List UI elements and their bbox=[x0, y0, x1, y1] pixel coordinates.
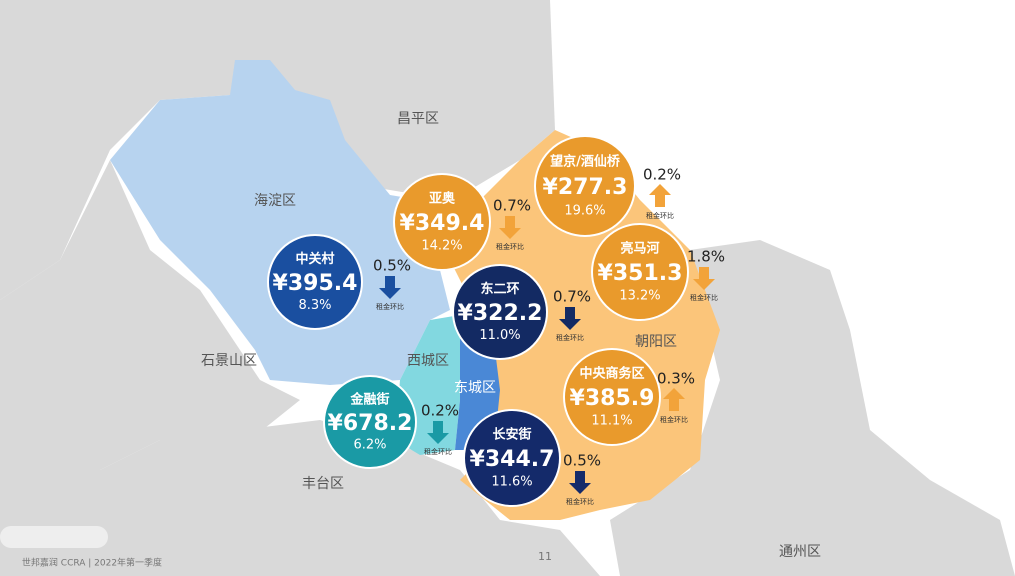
change-value: 0.3% bbox=[657, 370, 695, 388]
market-share: 11.1% bbox=[591, 414, 632, 429]
market-share: 19.6% bbox=[564, 204, 605, 219]
market-bubble bbox=[393, 173, 491, 271]
market-name: 望京/酒仙桥 bbox=[550, 154, 621, 170]
district-label: 丰台区 bbox=[302, 476, 344, 492]
change-value: 0.5% bbox=[563, 452, 601, 470]
market-name: 亮马河 bbox=[620, 240, 659, 256]
change-value: 1.8% bbox=[687, 248, 725, 266]
district-label: 昌平区 bbox=[397, 111, 439, 127]
market-bubble bbox=[323, 375, 417, 469]
market-name: 金融街 bbox=[349, 391, 389, 407]
change-value: 0.5% bbox=[373, 257, 411, 275]
district-label: 朝阳区 bbox=[635, 334, 677, 350]
change-label: 租金环比 bbox=[566, 497, 594, 506]
market-rent: ¥395.4 bbox=[273, 271, 358, 296]
market-share: 14.2% bbox=[421, 239, 462, 254]
market-rent: ¥385.9 bbox=[570, 386, 655, 411]
market-share: 8.3% bbox=[298, 298, 331, 313]
trend-arrow bbox=[649, 184, 671, 207]
district-label: 石景山区 bbox=[201, 353, 257, 369]
market-name: 东二环 bbox=[480, 281, 519, 297]
trend-arrow bbox=[427, 421, 449, 444]
market-bubble bbox=[534, 135, 636, 237]
change-label: 租金环比 bbox=[424, 447, 452, 456]
trend-arrow bbox=[693, 267, 715, 290]
trend-arrow bbox=[569, 471, 591, 494]
market-name: 中关村 bbox=[295, 251, 334, 267]
market-share: 11.0% bbox=[479, 328, 520, 343]
change-value: 0.2% bbox=[643, 166, 681, 184]
footer-source: 世邦嘉润 CCRA | 2022年第一季度 bbox=[22, 557, 162, 569]
district-label: 通州区 bbox=[779, 544, 821, 560]
market-rent: ¥277.3 bbox=[543, 175, 628, 200]
change-label: 租金环比 bbox=[376, 302, 404, 311]
trend-arrow bbox=[499, 216, 521, 239]
market-rent: ¥678.2 bbox=[328, 411, 413, 436]
change-label: 租金环比 bbox=[660, 415, 688, 424]
market-bubble bbox=[591, 223, 689, 321]
haidian-area bbox=[110, 60, 450, 385]
market-share: 6.2% bbox=[353, 438, 386, 453]
change-value: 0.7% bbox=[493, 197, 531, 215]
market-rent: ¥349.4 bbox=[400, 211, 485, 236]
district-label: 海淀区 bbox=[254, 193, 296, 209]
market-name: 长安街 bbox=[492, 426, 531, 442]
market-rent: ¥351.3 bbox=[598, 261, 683, 286]
fengtai-area bbox=[0, 420, 600, 576]
change-label: 租金环比 bbox=[646, 211, 674, 220]
change-value: 0.2% bbox=[421, 402, 459, 420]
market-name: 亚奥 bbox=[429, 190, 456, 206]
district-label: 东城区 bbox=[454, 380, 496, 396]
change-label: 租金环比 bbox=[556, 333, 584, 342]
changping-area bbox=[0, 0, 555, 300]
market-bubble bbox=[563, 348, 661, 446]
district-label: 西城区 bbox=[407, 353, 449, 369]
market-bubble bbox=[463, 409, 561, 507]
market-rent: ¥344.7 bbox=[470, 447, 555, 472]
trend-arrow bbox=[663, 388, 685, 411]
page-number: 11 bbox=[538, 550, 552, 563]
trend-arrow bbox=[379, 276, 401, 299]
change-label: 租金环比 bbox=[690, 293, 718, 302]
footer-bar bbox=[0, 526, 108, 548]
trend-arrow bbox=[559, 307, 581, 330]
market-bubble bbox=[267, 234, 363, 330]
market-share: 11.6% bbox=[491, 475, 532, 490]
market-bubble bbox=[452, 264, 548, 360]
change-value: 0.7% bbox=[553, 288, 591, 306]
shijingshan-area bbox=[0, 160, 300, 470]
market-share: 13.2% bbox=[619, 289, 660, 304]
market-name: 中央商务区 bbox=[579, 365, 644, 381]
change-label: 租金环比 bbox=[496, 242, 524, 251]
market-rent: ¥322.2 bbox=[458, 301, 543, 326]
